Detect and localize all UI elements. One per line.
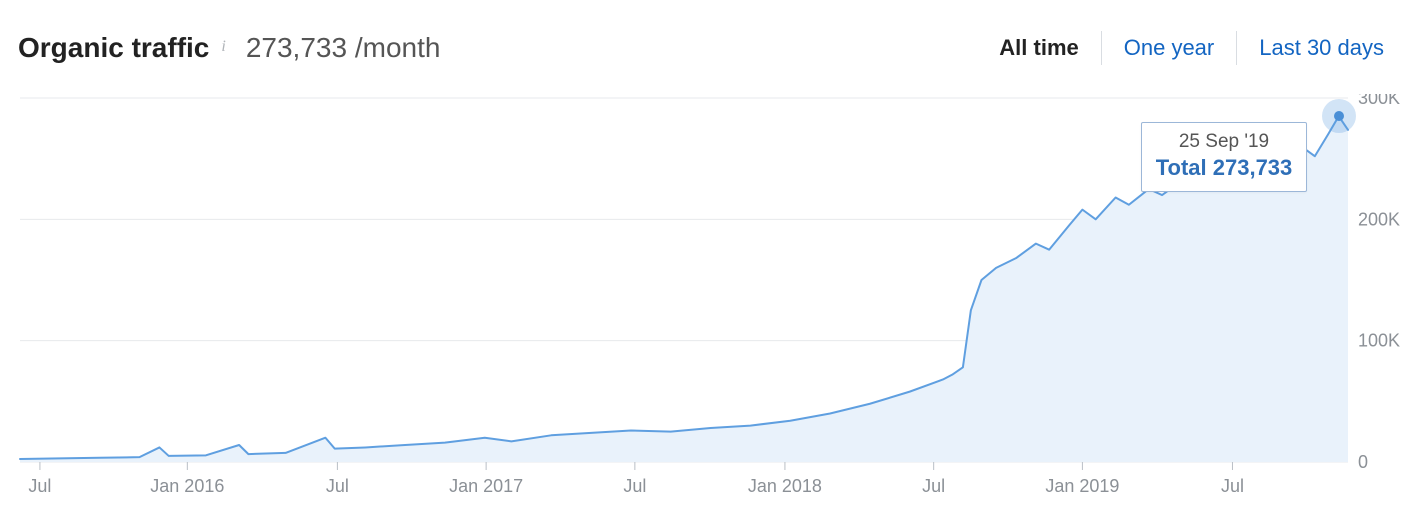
svg-text:Jul: Jul [1221,476,1244,496]
tooltip: 25 Sep '19 Total 273,733 [1141,122,1308,192]
title-block: Organic traffic i 273,733 /month [18,32,440,64]
tooltip-date: 25 Sep '19 [1156,131,1293,153]
chart-panel: Organic traffic i 273,733 /month All tim… [0,0,1424,524]
svg-text:300K: 300K [1358,94,1400,108]
svg-text:Jul: Jul [922,476,945,496]
hover-dot [1334,111,1344,121]
svg-text:100K: 100K [1358,331,1400,351]
tab-last-30-days[interactable]: Last 30 days [1236,31,1406,65]
tooltip-number: 273,733 [1213,155,1293,180]
svg-text:Jan 2016: Jan 2016 [150,476,224,496]
metric-number: 273,733 [246,32,347,63]
panel-title: Organic traffic [18,32,209,64]
svg-text:Jan 2017: Jan 2017 [449,476,523,496]
info-icon[interactable]: i [221,38,225,56]
tooltip-value: Total 273,733 [1156,155,1293,181]
header: Organic traffic i 273,733 /month All tim… [18,20,1406,76]
metric-value: 273,733 /month [246,32,441,64]
tab-one-year[interactable]: One year [1101,31,1237,65]
svg-text:Jul: Jul [623,476,646,496]
svg-text:Jul: Jul [326,476,349,496]
svg-text:200K: 200K [1358,209,1400,229]
tooltip-label: Total [1156,155,1207,180]
chart-area[interactable]: 0 100K 200K 300K Jul Jan 2016 Jul Jan 2017 Jul Ja… [18,94,1406,524]
tab-all-time[interactable]: All time [977,31,1100,65]
range-tabs: All time One year Last 30 days [977,28,1406,68]
svg-text:0: 0 [1358,452,1368,472]
svg-text:Jul: Jul [28,476,51,496]
svg-text:Jan 2018: Jan 2018 [748,476,822,496]
metric-unit: /month [355,32,441,63]
svg-text:Jan 2019: Jan 2019 [1045,476,1119,496]
